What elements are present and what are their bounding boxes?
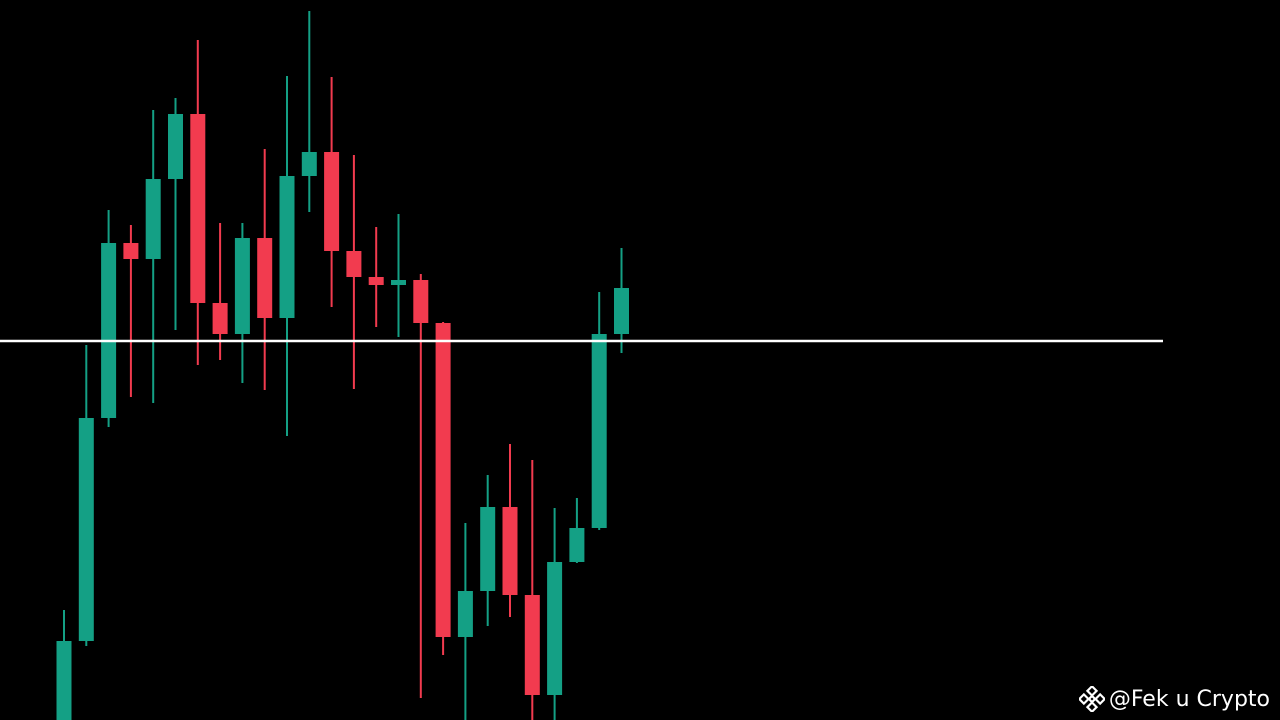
- candle-body: [502, 507, 518, 595]
- candle: [301, 11, 317, 212]
- binance-diamond-icon: [1078, 686, 1105, 712]
- candle-body: [346, 251, 362, 277]
- candle: [324, 77, 340, 307]
- candle-body: [123, 243, 139, 259]
- candle: [123, 225, 139, 397]
- candle-body: [614, 288, 629, 334]
- candle: [435, 322, 451, 655]
- candle: [591, 292, 607, 530]
- candle: [569, 498, 585, 563]
- candle: [480, 475, 496, 626]
- candle-body: [368, 277, 384, 285]
- candle-body: [301, 152, 317, 176]
- candle-body: [391, 280, 406, 285]
- candle-body: [234, 238, 250, 334]
- candle: [257, 149, 273, 390]
- candle-body: [547, 562, 563, 695]
- candle-body: [324, 152, 340, 251]
- candle-body: [591, 334, 607, 528]
- candle: [234, 223, 250, 383]
- candle: [190, 40, 206, 365]
- candle-body: [524, 595, 540, 695]
- candle: [346, 155, 362, 389]
- candle-body: [190, 114, 206, 303]
- candle-body: [212, 303, 228, 334]
- candle-body: [480, 507, 496, 591]
- candle: [168, 98, 183, 330]
- candle: [547, 508, 563, 720]
- candle: [56, 610, 72, 720]
- candle-body: [457, 591, 473, 637]
- candle-body: [78, 418, 94, 641]
- candle-body: [257, 238, 273, 318]
- candle: [212, 223, 228, 360]
- candle-body: [413, 280, 429, 323]
- candle: [457, 523, 473, 720]
- candle: [614, 248, 629, 353]
- candle-body: [569, 528, 585, 562]
- candle-body: [279, 176, 295, 318]
- candle: [413, 274, 429, 698]
- candle: [524, 460, 540, 720]
- candle: [145, 110, 161, 403]
- watermark: @Fek u Crypto: [1078, 686, 1270, 712]
- candle: [279, 76, 295, 436]
- candle-body: [101, 243, 117, 418]
- candle: [78, 345, 94, 646]
- candle: [368, 227, 384, 327]
- candle: [101, 210, 117, 427]
- candle-body: [435, 323, 451, 637]
- candle-body: [56, 641, 72, 720]
- candle-body: [145, 179, 161, 259]
- candle: [391, 214, 406, 337]
- candle: [502, 444, 518, 617]
- candle-body: [168, 114, 183, 179]
- watermark-text: @Fek u Crypto: [1108, 686, 1270, 712]
